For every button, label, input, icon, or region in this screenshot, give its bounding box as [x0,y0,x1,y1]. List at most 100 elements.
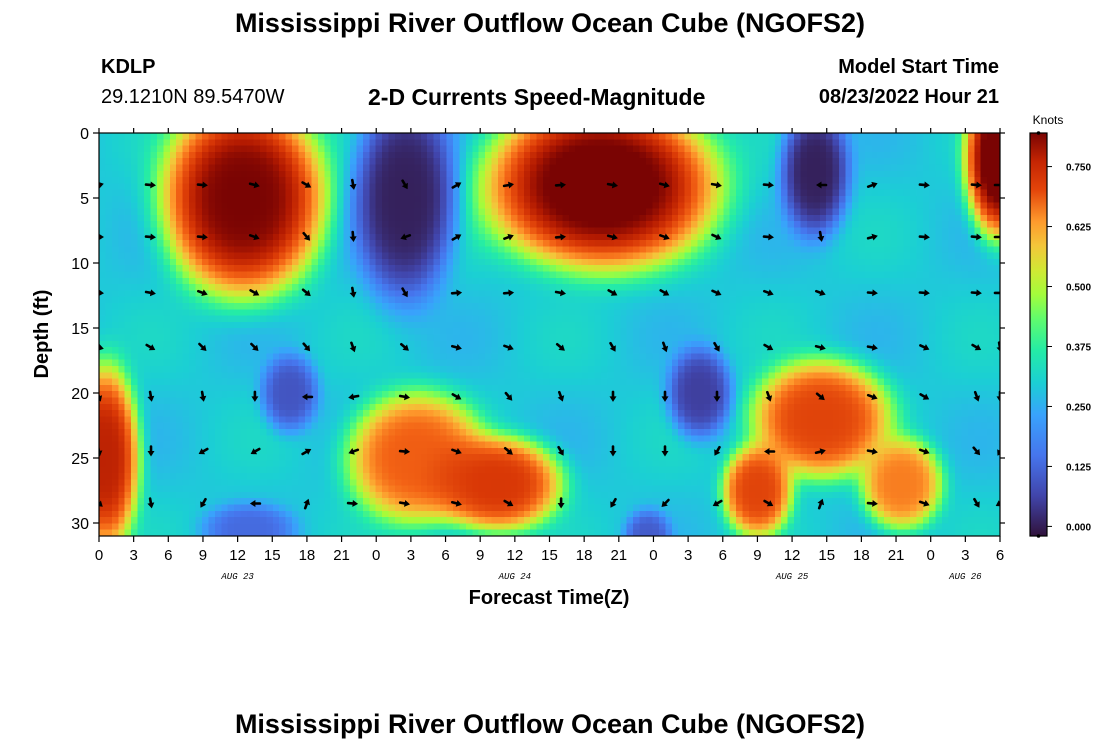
current-vector [714,445,721,456]
current-vector [451,234,462,241]
current-vector [814,289,826,296]
current-vector [866,393,878,400]
current-vector [996,390,1000,402]
x-tick-label: 6 [164,547,172,564]
y-axis-label: Depth (ft) [31,290,53,379]
current-vector [301,288,311,297]
current-vector [401,179,408,190]
current-vector [970,289,982,297]
x-tick-label: 18 [299,547,316,564]
current-vector [348,448,360,455]
date-label: AUG 23 [220,572,254,582]
current-vector [918,181,930,189]
x-tick-label: 21 [333,547,350,564]
current-vector [450,500,462,507]
x-tick-label: 9 [199,547,207,564]
chart-subtitle: 2-D Currents Speed-Magnitude [368,84,706,110]
x-tick-label: 3 [129,547,137,564]
current-vector [399,342,409,351]
current-vector [147,445,155,457]
current-vector [144,233,156,241]
current-vector [401,287,408,298]
current-vector [919,393,930,400]
current-vector [504,391,513,401]
current-vector [400,233,412,241]
current-vector [971,343,982,351]
y-tick-label: 25 [71,451,89,468]
current-vector [762,233,774,241]
current-vector [973,390,980,402]
current-vector [555,342,565,351]
current-vector [765,390,773,402]
current-vector [713,341,720,352]
current-vector [919,344,930,351]
colorbar-tick-label: 0.250 [1066,402,1091,413]
current-vector [554,233,566,241]
colorbar-tick-label: 0.500 [1066,283,1091,294]
current-vector [197,289,208,296]
x-tick-label: 15 [264,547,281,564]
x-tick-label: 0 [649,547,657,564]
model-start-value: 08/23/2022 Hour 21 [818,86,999,108]
current-vector [250,342,259,351]
current-vector [302,342,311,352]
colorbar-unit: Knots [1033,113,1064,127]
current-vector [554,289,566,297]
current-vector [450,344,462,351]
current-vector [763,343,774,351]
current-vector [866,448,878,455]
current-vector [346,500,359,507]
x-tick-label: 3 [407,547,415,564]
current-vector [99,233,104,241]
y-axis: 0 5 10 15 20 25 30 [71,126,1005,533]
current-vector [661,498,670,507]
current-vector [607,289,618,296]
current-vector [557,497,565,509]
current-vector [764,448,776,455]
x-tick-label: 12 [507,547,524,564]
current-vector [658,181,670,189]
current-vector [250,447,261,455]
current-vector [762,289,774,296]
current-vector [661,445,669,457]
date-label: AUG 26 [948,572,982,582]
current-vector [198,342,207,351]
x-tick-label: 15 [818,547,835,564]
current-vector [866,233,878,241]
x-tick-label: 3 [961,547,969,564]
current-vector [866,181,878,189]
current-vector [398,393,410,401]
current-vector [610,497,617,508]
current-vector [503,446,513,455]
current-vector [661,390,669,402]
current-vectors [99,178,1000,510]
current-vector [762,181,774,189]
current-vector [710,181,722,189]
colorbar-tick-label: 0.375 [1066,342,1091,353]
current-vector [557,390,565,402]
x-tick-label: 9 [476,547,484,564]
current-vector [301,448,312,456]
current-vector [349,230,357,242]
current-vector [303,498,310,510]
y-tick-label: 20 [71,386,89,403]
current-vector [609,390,617,402]
current-vector [451,182,462,189]
current-vector [398,500,410,507]
current-vector [918,448,930,455]
current-vector [349,178,357,190]
current-vector [970,233,982,241]
x-tick-label: 21 [610,547,627,564]
current-vector [301,181,312,188]
current-vector [147,390,155,402]
x-tick-label: 15 [541,547,558,564]
current-vector [814,344,826,351]
current-vector [503,499,514,507]
current-vector [398,448,411,455]
current-vector [711,289,722,296]
current-vector [557,445,564,456]
current-vector [200,497,207,508]
current-vector [817,498,825,510]
chart-title-repeat: Mississippi River Outflow Ocean Cube (NG… [234,709,866,739]
